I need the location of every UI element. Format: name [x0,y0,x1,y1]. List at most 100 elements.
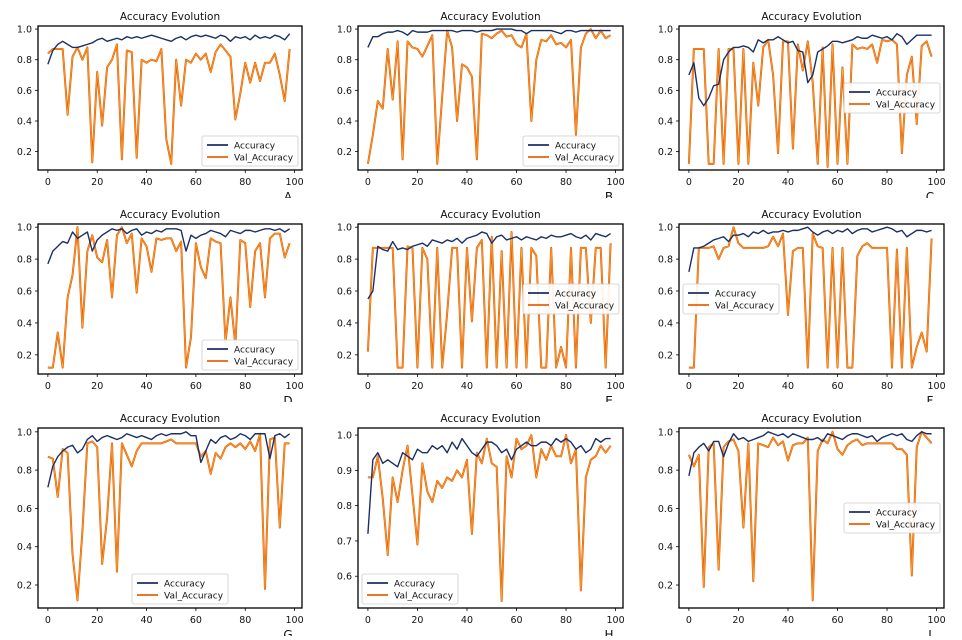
y-tick-label: 0.4 [658,542,673,553]
x-tick-label: 40 [782,177,794,188]
x-tick-label: 80 [881,177,893,188]
x-tick-label: 80 [881,381,893,392]
legend-label: Accuracy [555,290,597,300]
panel-label: H [604,628,613,636]
legend-box [682,283,780,315]
series-line-val-accuracy-highlight [688,226,932,368]
legend-box [201,135,299,167]
legend-label: Accuracy [394,580,436,590]
legend-label: Accuracy [876,509,918,519]
x-tick-label: 20 [411,177,423,188]
x-tick-label: 40 [461,177,473,188]
series-line-val-accuracy-highlight [47,433,290,601]
x-tick-label: 60 [831,177,843,188]
chart-panel-c: Accuracy Evolution 0.2 0.4 0.6 0.8 1.0 0 20 40 60… [641,0,962,204]
chart-title: Accuracy Evolution [761,11,861,23]
legend-label: Accuracy [234,142,276,152]
x-tick-label: 60 [831,381,843,392]
x-tick-label: 40 [141,381,153,392]
y-tick-label: 0.2 [658,581,673,592]
y-tick-label: 0.2 [658,147,673,158]
plot-frame [678,427,945,609]
y-tick-label: 0.2 [337,350,352,361]
y-tick-label: 1.0 [337,431,352,442]
y-tick-label: 0.4 [337,116,352,127]
chart-panel-h: Accuracy Evolution 0.6 0.7 0.8 0.9 1.0 0 20 40 60… [320,402,641,640]
x-tick-label: 40 [782,615,794,626]
series-line-val-accuracy-highlight [47,226,290,368]
y-tick-label: 0.2 [337,147,352,158]
legend: Accuracy Val_Accuracy [361,573,459,605]
series-line-accuracy [47,228,291,265]
chart-panel-e: Accuracy Evolution 0.2 0.4 0.6 0.8 1.0 0 20 40 60… [320,198,641,408]
y-tick-label: 1.0 [337,223,352,234]
x-tick-label: 0 [45,615,51,626]
y-tick-label: 1.0 [658,427,673,438]
series-line-accuracy [688,226,932,273]
legend: Accuracy Val_Accuracy [843,82,941,114]
y-tick-label: 0.4 [17,318,32,329]
legend-label: Val_Accuracy [876,101,936,111]
x-tick-label: 40 [461,381,473,392]
legend: Accuracy Val_Accuracy [201,339,299,371]
legend-label: Accuracy [555,142,597,152]
legend-box [522,135,620,167]
chart-panel-g: Accuracy Evolution 0.2 0.4 0.6 0.8 1.0 0 20 40 60… [0,402,320,640]
x-tick-label: 0 [365,381,371,392]
y-tick-label: 1.0 [658,25,673,36]
x-tick-label: 80 [560,177,572,188]
chart-svg: Accuracy Evolution 0.6 0.7 0.8 0.9 1.0 0 20 40 60… [337,413,625,640]
y-tick-label: 0.6 [337,287,352,298]
chart-panel-i: Accuracy Evolution 0.2 0.4 0.6 0.8 1.0 0 20 40 60… [641,402,962,640]
y-tick-label: 0.6 [17,504,32,515]
x-tick-label: 40 [141,615,153,626]
x-tick-label: 0 [45,177,51,188]
legend-box [522,283,620,315]
x-tick-label: 60 [190,381,202,392]
x-tick-label: 40 [461,615,473,626]
chart-panel-a: Accuracy Evolution 0.2 0.4 0.6 0.8 1.0 0 20 40 60… [0,0,320,204]
panel-label: I [928,628,932,636]
chart-svg: Accuracy Evolution 0.2 0.4 0.6 0.8 1.0 0 20 40 60… [17,209,304,408]
x-tick-label: 20 [732,381,744,392]
y-tick-label: 0.8 [337,255,352,266]
y-tick-label: 1.0 [17,25,32,36]
legend-label: Val_Accuracy [164,592,224,602]
y-tick-label: 0.6 [337,86,352,97]
y-tick-label: 0.8 [658,55,673,66]
legend: Accuracy Val_Accuracy [682,283,780,315]
chart-panel-b: Accuracy Evolution 0.2 0.4 0.6 0.8 1.0 0 20 40 60… [320,0,641,204]
y-tick-label: 0.4 [337,318,352,329]
x-tick-label: 80 [239,177,251,188]
panel-label: B [605,190,613,198]
x-tick-label: 60 [510,177,522,188]
x-tick-label: 0 [45,381,51,392]
y-tick-label: 0.2 [658,350,673,361]
legend: Accuracy Val_Accuracy [522,283,620,315]
series-line-val-accuracy-highlight [367,433,611,601]
chart-title: Accuracy Evolution [761,209,861,221]
legend-box [131,573,229,605]
plot-frame [357,25,624,171]
x-tick-label: 100 [606,615,624,626]
x-tick-label: 20 [411,615,423,626]
legend-label: Val_Accuracy [555,302,615,312]
x-tick-label: 20 [91,177,103,188]
legend: Accuracy Val_Accuracy [131,573,229,605]
x-tick-label: 0 [686,615,692,626]
y-tick-label: 0.4 [658,318,673,329]
series-line-accuracy [47,431,291,488]
legend-label: Val_Accuracy [234,154,294,164]
x-tick-label: 100 [606,177,624,188]
chart-svg: Accuracy Evolution 0.2 0.4 0.6 0.8 1.0 0 20 40 60… [337,209,625,408]
y-tick-label: 1.0 [17,223,32,234]
x-tick-label: 60 [831,615,843,626]
legend: Accuracy Val_Accuracy [201,135,299,167]
x-tick-label: 80 [881,615,893,626]
y-tick-label: 0.6 [658,86,673,97]
legend-box [843,82,941,114]
plot-frame [37,427,303,609]
series-line-val-accuracy-highlight [367,231,611,368]
y-tick-label: 1.0 [337,25,352,36]
y-tick-label: 0.9 [337,466,352,477]
